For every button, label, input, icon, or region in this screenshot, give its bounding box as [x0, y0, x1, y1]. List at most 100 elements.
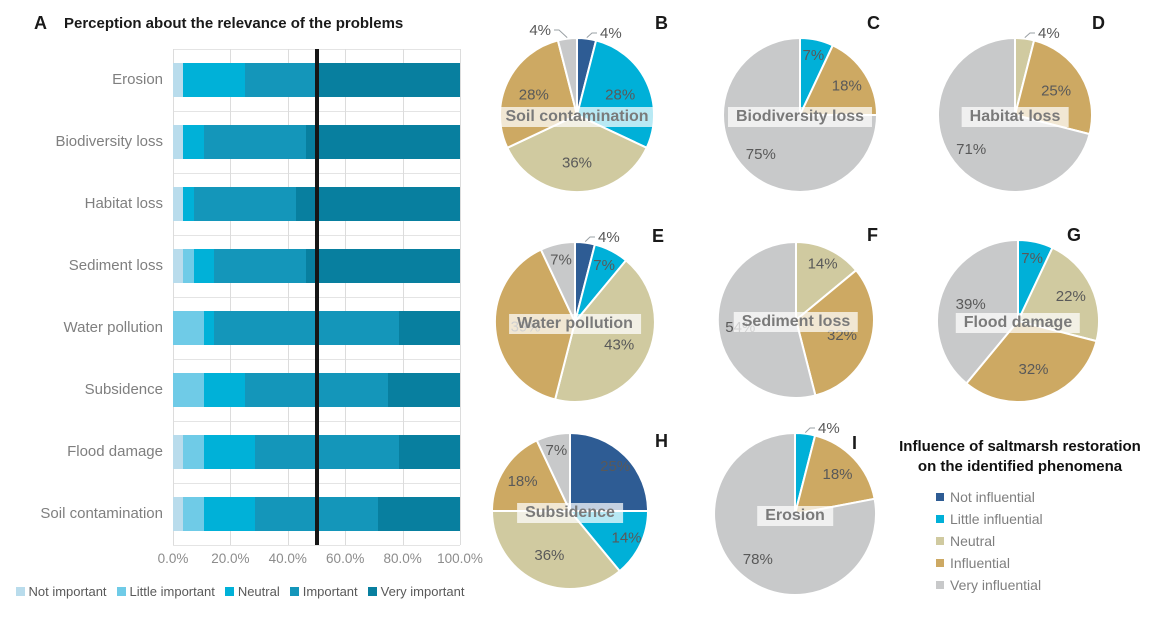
pie-outside-label: 4% [600, 25, 622, 42]
panel-letter-D: D [1092, 13, 1105, 33]
pie-percent-label: 78% [743, 551, 773, 568]
pie-outside-label: 4% [818, 420, 840, 437]
pie-outside-label: 4% [598, 229, 620, 246]
pie-slice [491, 439, 571, 512]
pie-percent-label: 32% [1018, 361, 1048, 378]
legend-label: Influential [950, 555, 1010, 571]
pie-center-label: Biodiversity loss [727, 107, 873, 127]
bar-segment [255, 435, 399, 469]
pie-slice [795, 241, 858, 321]
influence-legend-item: Neutral [936, 530, 1150, 552]
gridline [173, 49, 174, 545]
x-tick-label: 80.0% [383, 551, 422, 566]
pie-percent-label: 18% [508, 473, 538, 490]
pie-percent-label: 7% [550, 252, 572, 269]
pie-percent-label: 18% [832, 77, 862, 94]
pie-percent-label: 43% [604, 337, 634, 354]
bar-row [173, 311, 460, 345]
pie-center-label: Sediment loss [733, 312, 859, 332]
pie-center-label: Soil contamination [497, 107, 657, 127]
pie-percent-label: 39% [956, 296, 986, 313]
bar-category-label: Flood damage [67, 443, 163, 460]
pie-center-label: Flood damage [955, 313, 1081, 333]
x-tick-label: 0.0% [157, 551, 189, 566]
bar-segment [214, 311, 399, 345]
bar-segment [183, 125, 204, 159]
x-tick-label: 20.0% [211, 551, 250, 566]
legend-label: Neutral [950, 533, 996, 549]
pie-center-label: Water pollution [509, 314, 641, 334]
gridline [460, 49, 461, 545]
bar-segment [398, 311, 460, 345]
legend-swatch [936, 493, 944, 501]
pie-percent-label: 75% [746, 146, 776, 163]
bar-segment [203, 373, 245, 407]
gridline [287, 49, 289, 545]
bar-segment [388, 373, 460, 407]
legend-swatch [936, 581, 944, 589]
bar-segment [214, 249, 307, 283]
influence-legend-title-line2: on the identified phenomena [917, 457, 1123, 475]
pie-center-label: Erosion [757, 506, 833, 526]
pie-percent-label: 14% [611, 530, 641, 547]
legend-item: Little important [116, 584, 215, 599]
bar-category-label: Water pollution [63, 319, 164, 336]
influence-legend-item: Not influential [936, 486, 1150, 508]
bar-segment [173, 125, 184, 159]
pie-slice [569, 510, 649, 573]
bar-segment [183, 497, 204, 531]
pie-leader-line [804, 427, 815, 433]
legend-swatch [289, 587, 299, 596]
pie-leader-line [554, 29, 568, 38]
bar-segment [398, 435, 460, 469]
bar-segment [183, 249, 194, 283]
bar-category-label: Habitat loss [84, 195, 163, 212]
pie-percent-label: 7% [546, 442, 568, 459]
bar-segment [316, 63, 460, 97]
bar-category-label: Biodiversity loss [55, 133, 163, 150]
pie-slice [569, 432, 649, 512]
bar-segment [173, 63, 184, 97]
bar-segment [173, 497, 184, 531]
pie-slice [965, 320, 1098, 403]
legend-label: Very influential [950, 577, 1042, 593]
bar-category-label: Subsidence [84, 381, 163, 398]
bar-segment [193, 187, 297, 221]
bar-segment [173, 311, 204, 345]
legend-label: Not important [28, 584, 107, 599]
pie-leader-line [584, 236, 595, 242]
pie-center-label: Habitat loss [961, 107, 1069, 127]
bar-segment [183, 435, 204, 469]
panel-letter-F: F [867, 225, 878, 245]
legend-item: Important [289, 584, 358, 599]
bar-row [173, 63, 460, 97]
bar-segment [203, 497, 255, 531]
legend-label: Very important [380, 584, 465, 599]
bar-segment [193, 249, 215, 283]
bar-category-label: Soil contamination [40, 505, 163, 522]
panel-letter-B: B [655, 13, 668, 33]
bar-row [173, 249, 460, 283]
bar-category-label: Erosion [112, 71, 163, 88]
legend-item: Very important [367, 584, 465, 599]
legend-swatch [936, 515, 944, 523]
bar-segment [306, 249, 460, 283]
pie-percent-label: 25% [600, 458, 630, 475]
reference-line-50pct [314, 49, 319, 545]
legend-swatch [936, 537, 944, 545]
panel-a-letter: A [34, 13, 47, 33]
pie-percent-label: 7% [593, 257, 615, 274]
pie-percent-label: 36% [534, 547, 564, 564]
pie-percent-label: 28% [519, 87, 549, 104]
relevance-legend: Not important Little important Neutral Impo… [0, 584, 480, 599]
legend-swatch [116, 587, 126, 596]
gridline [402, 49, 404, 545]
bar-segment [173, 373, 204, 407]
panel-letter-I: I [852, 433, 858, 453]
legend-item: Neutral [224, 584, 280, 599]
legend-swatch [224, 587, 234, 596]
pie-slice [795, 269, 875, 397]
bar-segment [173, 187, 184, 221]
bar-segment [306, 125, 460, 159]
x-tick-label: 100.0% [437, 551, 483, 566]
